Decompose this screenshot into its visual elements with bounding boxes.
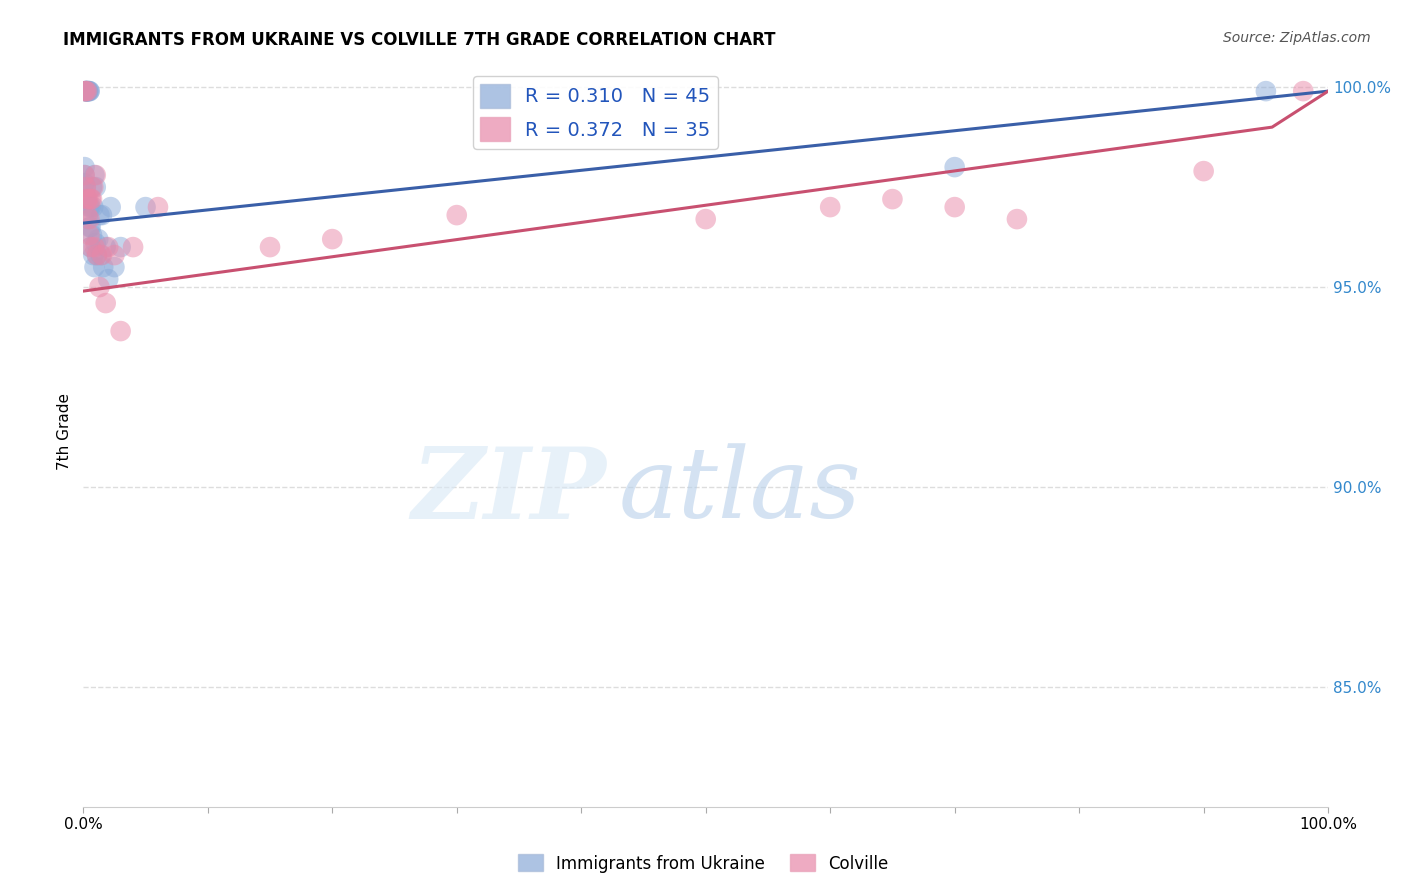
Point <box>82 248 104 262</box>
Point <box>882 192 904 206</box>
Point <box>259 240 281 254</box>
Point <box>79 200 101 214</box>
Point <box>79 84 101 98</box>
Point <box>91 248 114 262</box>
Point <box>97 272 120 286</box>
Point <box>77 84 100 98</box>
Point <box>76 84 98 98</box>
Point <box>80 228 103 243</box>
Point <box>73 168 96 182</box>
Point <box>1254 84 1277 98</box>
Point <box>89 208 111 222</box>
Point <box>73 160 96 174</box>
Point <box>75 180 97 194</box>
Point <box>73 84 96 98</box>
Point <box>76 84 98 98</box>
Text: IMMIGRANTS FROM UKRAINE VS COLVILLE 7TH GRADE CORRELATION CHART: IMMIGRANTS FROM UKRAINE VS COLVILLE 7TH … <box>63 31 776 49</box>
Point <box>82 180 104 194</box>
Point <box>77 84 100 98</box>
Point <box>80 192 103 206</box>
Point <box>94 296 117 310</box>
Point <box>943 200 966 214</box>
Point <box>79 228 101 243</box>
Point <box>83 240 105 254</box>
Point <box>91 208 114 222</box>
Point <box>75 84 97 98</box>
Point <box>84 236 107 251</box>
Point <box>76 192 98 206</box>
Point <box>76 84 98 98</box>
Text: Source: ZipAtlas.com: Source: ZipAtlas.com <box>1223 31 1371 45</box>
Point <box>94 240 117 254</box>
Point <box>100 200 122 214</box>
Point <box>75 180 97 194</box>
Point <box>79 212 101 227</box>
Point <box>73 176 96 190</box>
Point <box>75 84 97 98</box>
Point <box>86 248 108 262</box>
Point <box>122 240 145 254</box>
Point <box>110 240 132 254</box>
Point <box>72 196 94 211</box>
Point <box>77 212 100 227</box>
Point <box>76 208 98 222</box>
Point <box>103 248 125 262</box>
Point <box>86 248 108 262</box>
Point <box>75 84 97 98</box>
Point <box>84 168 107 182</box>
Point <box>110 324 132 338</box>
Point <box>83 168 105 182</box>
Point <box>90 248 112 262</box>
Point <box>73 168 96 182</box>
Point <box>1292 84 1315 98</box>
Point <box>943 160 966 174</box>
Legend: Immigrants from Ukraine, Colville: Immigrants from Ukraine, Colville <box>510 847 896 880</box>
Point <box>1005 212 1028 227</box>
Point <box>80 192 103 206</box>
Point <box>79 220 101 235</box>
Point <box>446 208 468 222</box>
Point <box>818 200 841 214</box>
Text: ZIP: ZIP <box>411 443 606 540</box>
Point <box>146 200 169 214</box>
Legend: R = 0.310   N = 45, R = 0.372   N = 35: R = 0.310 N = 45, R = 0.372 N = 35 <box>472 76 718 149</box>
Point <box>80 240 103 254</box>
Point <box>80 200 103 214</box>
Point <box>89 280 111 294</box>
Y-axis label: 7th Grade: 7th Grade <box>58 392 72 469</box>
Point <box>87 232 110 246</box>
Point <box>75 84 97 98</box>
Point <box>1192 164 1215 178</box>
Point <box>80 180 103 194</box>
Point <box>79 84 101 98</box>
Point <box>695 212 717 227</box>
Point <box>76 192 98 206</box>
Point <box>103 260 125 274</box>
Point <box>82 200 104 214</box>
Point <box>77 192 100 206</box>
Point <box>91 260 114 274</box>
Point <box>135 200 157 214</box>
Point <box>97 240 120 254</box>
Point <box>80 220 103 235</box>
Point <box>321 232 343 246</box>
Point <box>76 84 98 98</box>
Point <box>75 84 97 98</box>
Point <box>83 260 105 274</box>
Text: atlas: atlas <box>619 443 862 539</box>
Point <box>80 240 103 254</box>
Point <box>84 180 107 194</box>
